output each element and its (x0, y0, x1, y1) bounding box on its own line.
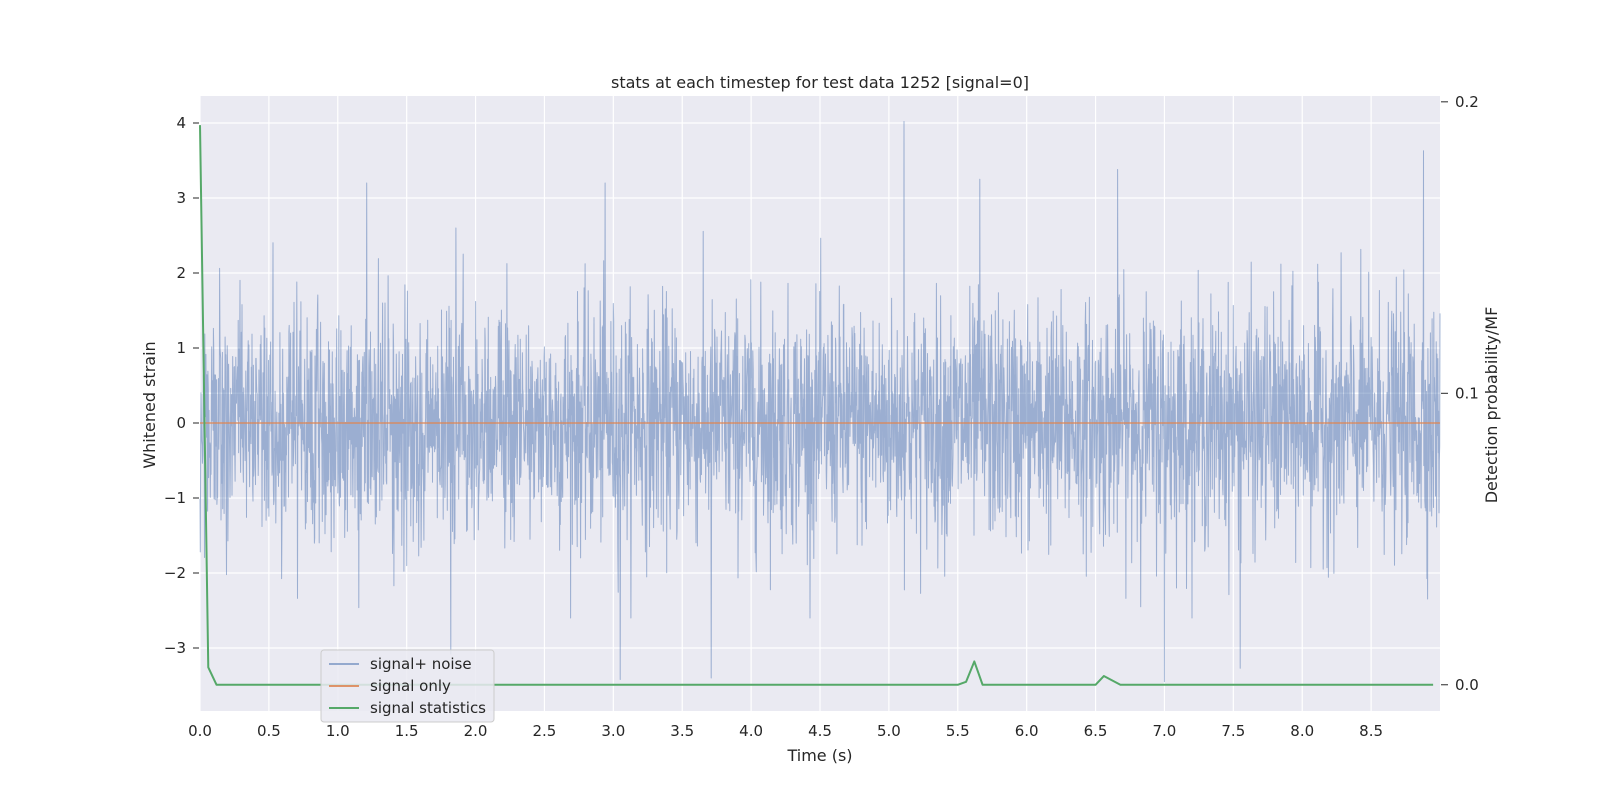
y-tick-label: 3 (176, 189, 186, 207)
legend-box (320, 649, 495, 723)
y2-tick-label: 0.2 (1455, 93, 1479, 111)
y-tick-label: 2 (176, 264, 186, 282)
y-tick-label: −3 (164, 639, 186, 657)
y2-axis-label: Detection probability/MF (1482, 307, 1501, 504)
x-tick-label: 3.5 (670, 722, 694, 740)
x-tick-label: 7.5 (1221, 722, 1245, 740)
x-tick-label: 4.0 (739, 722, 763, 740)
x-tick-label: 8.5 (1359, 722, 1383, 740)
x-tick-label: 5.0 (877, 722, 901, 740)
x-tick-label: 1.5 (395, 722, 419, 740)
y-tick-label: −1 (164, 489, 186, 507)
legend: signal+ noise signal only signal statist… (320, 649, 495, 723)
legend-label-signal-only: signal only (370, 677, 451, 695)
y-tick-label: 1 (176, 339, 186, 357)
series-line-signal-noise (199, 121, 1441, 683)
y2-tick-label: 0.0 (1455, 676, 1479, 694)
legend-label-signal-noise: signal+ noise (370, 655, 472, 673)
x-tick-label: 6.0 (1015, 722, 1039, 740)
x-tick-label: 8.0 (1290, 722, 1314, 740)
y2-axis-ticks: 0.0 0.1 0.2 (1441, 93, 1479, 694)
x-tick-label: 0.0 (188, 722, 212, 740)
x-tick-label: 5.5 (946, 722, 970, 740)
x-tick-label: 7.0 (1153, 722, 1177, 740)
x-tick-label: 4.5 (808, 722, 832, 740)
y-axis-ticks: −3 −2 −1 0 1 2 3 4 (164, 114, 199, 657)
y2-tick-label: 0.1 (1455, 384, 1479, 402)
series-line-signal-statistics (199, 125, 1434, 686)
x-tick-label: 0.5 (257, 722, 281, 740)
x-tick-label: 6.5 (1084, 722, 1108, 740)
chart-title: stats at each timestep for test data 125… (611, 73, 1029, 92)
x-tick-label: 1.0 (326, 722, 350, 740)
x-tick-label: 2.5 (533, 722, 557, 740)
x-axis-label: Time (s) (786, 746, 852, 765)
y-tick-label: 4 (176, 114, 186, 132)
x-tick-label: 3.0 (601, 722, 625, 740)
y-tick-label: 0 (176, 414, 186, 432)
y-tick-label: −2 (164, 564, 186, 582)
x-axis-ticks: 0.0 0.5 1.0 1.5 2.0 2.5 3.0 3.5 4.0 4.5 5.0 5.5 6.0 6… (188, 722, 1383, 740)
y-axis-label: Whitened strain (140, 341, 159, 468)
x-tick-label: 2.0 (464, 722, 488, 740)
legend-label-signal-statistics: signal statistics (370, 699, 486, 717)
